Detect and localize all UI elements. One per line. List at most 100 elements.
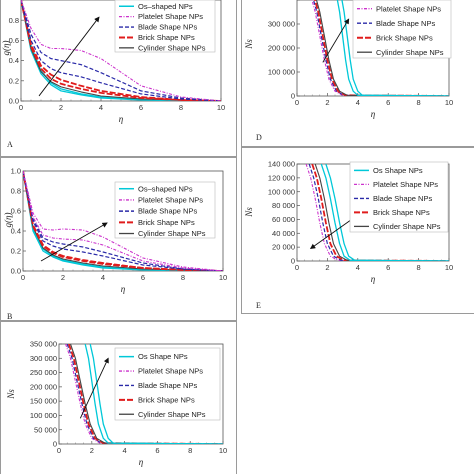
legend-entry-brick: Brick Shape NPs [138,33,195,42]
x-tick-label: 6 [141,273,145,282]
legend-entry-os: Os Shape NPs [373,166,423,175]
legend-entry-platelet: Platelet Shape NPs [138,196,203,205]
y-tick-label: 0.6 [9,36,19,45]
x-tick-label: 0 [295,98,299,107]
y-tick-label: 150 000 [30,397,57,406]
legend-entry-brick: Brick Shape NPs [373,208,430,217]
x-tick-label: 2 [325,98,329,107]
series-line-brick [67,344,223,444]
x-tick-label: 0 [19,103,23,112]
panel-d: 0 2 4 6 8 10 0 100 000 200 000 300 000 Platelet Sh… [241,0,474,147]
legend-entry-platelet: Platelet Shape NPs [376,4,441,13]
x-tick-label: 8 [181,273,185,282]
series-line-blade [312,0,449,96]
y-tick-label: 0.4 [9,56,19,65]
trend-arrow [38,16,100,97]
series-line-os [341,0,449,96]
y-tick-label: 100 000 [268,68,295,77]
legend-entry-cylinder: Cylinder Shape NPs [138,229,206,238]
series-group [311,0,449,96]
series-line-blade [308,164,449,261]
chart-e-svg: 0 2 4 6 8 10 0 20 000 40 000 60 000 80 000 100 000 1… [244,160,453,310]
x-tick-label: 0 [57,446,61,455]
x-tick-label: 10 [445,98,453,107]
legend-box [114,347,221,421]
series-line-platelet [23,171,223,271]
x-tick-label: 6 [139,103,143,112]
legend-entry-platelet: Platelet Shape NPs [373,180,438,189]
y-tick-label: 60 000 [272,215,295,224]
series-line-platelet [311,0,449,96]
legend-entry-cylinder: Cylinder Shape NPs [138,43,206,52]
panel-letter: B [7,312,12,321]
series-group [23,171,223,271]
x-tick-label: 4 [356,263,360,272]
panel-letter: A [7,140,13,149]
series-group [21,0,221,101]
x-tick-label: 6 [155,446,159,455]
y-tick-label: 300 000 [268,20,295,29]
series-line-brick [21,0,221,101]
series-line-brick [314,0,449,96]
legend-entry-cylinder: Cylinder Shape NPs [373,222,441,231]
y-tick-label: 250 000 [30,368,57,377]
panel-letter: E [256,301,261,310]
x-tick-label: 0 [295,263,299,272]
trend-arrow [40,222,108,262]
x-tick-label: 8 [417,263,421,272]
chart-b-svg: 0 2 4 6 8 10 0.0 0.2 0.4 0.6 0.8 1.0 Os–shaped NPs Pl… [3,167,227,321]
legend-entry-blade: Blade Shape NPs [376,19,435,28]
y-tick-label: 0 [291,92,295,101]
x-axis-label: η [371,274,376,284]
x-tick-label: 4 [101,273,105,282]
legend-entry-brick: Brick Shape NPs [376,33,433,42]
legend-entry-cylinder: Cylinder Shape NPs [138,410,206,419]
series-group [305,164,449,261]
y-axis-label: Ns [244,39,254,50]
y-axis-label: Ns [6,389,16,400]
y-axis-label: g(η) [3,213,13,228]
legend-box [352,0,452,59]
legend-box [114,181,216,239]
legend-entry-os: Os–shaped NPs [138,2,193,11]
x-tick-label: 4 [99,103,103,112]
series-line-platelet [23,171,223,271]
x-tick-label: 8 [179,103,183,112]
series-line-brick [311,164,449,261]
legend-entry-brick: Brick Shape NPs [138,218,195,227]
y-tick-label: 350 000 [30,340,57,349]
y-tick-label: 0.2 [11,247,21,256]
x-tick-label: 4 [123,446,127,455]
x-tick-label: 4 [356,98,360,107]
x-tick-label: 0 [21,273,25,282]
panel-a: 0 2 4 6 8 10 0.0 0.2 0.4 0.6 0.8 Os–shaped NPs Plate… [0,0,237,157]
legend-entry-blade: Blade Shape NPs [138,381,197,390]
y-axis-label: Ns [244,207,254,218]
y-tick-label: 20 000 [272,243,295,252]
x-tick-label: 8 [417,98,421,107]
chart-a-svg: 0 2 4 6 8 10 0.0 0.2 0.4 0.6 0.8 Os–shaped NPsPlate… [1,0,225,149]
y-tick-label: 140 000 [268,160,295,169]
series-line-os [89,344,223,444]
legend-entry-cylinder: Cylinder Shape NPs [376,48,444,57]
legend-box [349,161,449,233]
y-tick-label: 50 000 [34,425,57,434]
y-tick-label: 40 000 [272,229,295,238]
legend-entry-platelet: Platelet Shape NPs [138,367,203,376]
y-tick-label: 0.2 [9,76,19,85]
trend-arrow [322,18,350,63]
series-line-cylinder [314,164,449,261]
legend-entry-blade: Blade Shape NPs [138,23,197,32]
legend-entry-os: Os–shaped NPs [138,184,193,193]
x-tick-label: 2 [325,263,329,272]
x-tick-label: 10 [219,446,227,455]
x-axis-label: η [119,114,124,124]
x-tick-label: 2 [90,446,94,455]
x-tick-label: 10 [219,273,227,282]
y-tick-label: 1.0 [11,167,21,176]
series-line-os [325,164,449,261]
x-axis-label: η [371,109,376,119]
legend-entry-brick: Brick Shape NPs [138,395,195,404]
series-line-cylinder [21,0,221,101]
